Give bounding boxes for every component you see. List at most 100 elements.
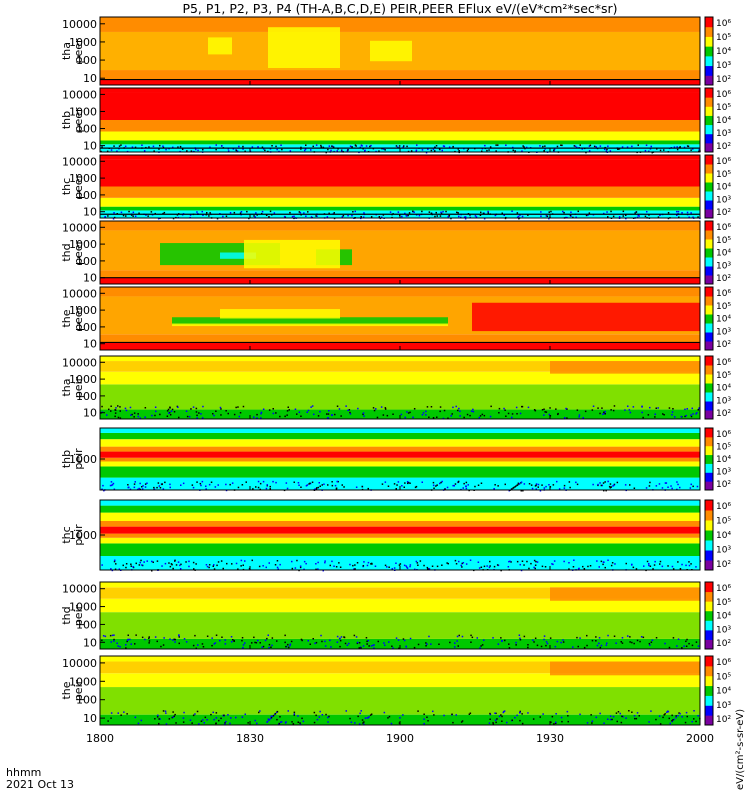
- noise-pixel: [493, 488, 495, 490]
- noise-pixel: [600, 484, 603, 487]
- noise-pixel: [176, 405, 179, 408]
- noise-pixel: [354, 210, 356, 213]
- noise-pixel: [535, 484, 537, 487]
- colorbar-tick-label: 10⁵: [716, 103, 731, 113]
- noise-pixel: [313, 711, 316, 714]
- noise-pixel: [342, 215, 345, 217]
- noise-pixel: [354, 568, 356, 570]
- energy-band: [100, 356, 700, 362]
- noise-pixel: [169, 638, 171, 640]
- noise-pixel: [572, 216, 574, 219]
- noise-pixel: [551, 715, 554, 718]
- noise-pixel: [336, 641, 339, 643]
- noise-pixel: [141, 564, 143, 566]
- colorbar-segment: [705, 17, 713, 28]
- noise-pixel: [663, 714, 665, 716]
- colorbar-segment: [705, 445, 713, 456]
- energy-band: [100, 120, 700, 132]
- noise-pixel: [161, 483, 163, 485]
- colorbar-tick-label: 10²: [716, 75, 731, 85]
- noise-pixel: [361, 485, 363, 488]
- noise-pixel: [610, 409, 612, 411]
- noise-pixel: [236, 150, 239, 152]
- noise-pixel: [598, 566, 600, 568]
- noise-pixel: [515, 485, 517, 487]
- noise-pixel: [280, 144, 282, 146]
- noise-pixel: [254, 719, 256, 722]
- noise-pixel: [196, 710, 199, 713]
- noise-pixel: [427, 148, 429, 150]
- noise-pixel: [209, 212, 211, 214]
- noise-pixel: [642, 636, 645, 639]
- noise-pixel: [174, 638, 176, 641]
- noise-pixel: [691, 407, 693, 410]
- noise-pixel: [448, 214, 451, 217]
- noise-pixel: [657, 216, 660, 218]
- noise-pixel: [169, 406, 171, 408]
- energy-band: [100, 155, 700, 160]
- noise-pixel: [625, 562, 627, 565]
- noise-pixel: [574, 145, 577, 148]
- noise-pixel: [132, 211, 135, 214]
- colorbar-tick-label: 10²: [716, 639, 731, 649]
- noise-pixel: [676, 210, 678, 213]
- noise-pixel: [483, 565, 486, 568]
- noise-pixel: [667, 212, 670, 214]
- noise-pixel: [415, 485, 418, 488]
- noise-pixel: [378, 150, 380, 152]
- noise-pixel: [439, 410, 441, 413]
- noise-pixel: [458, 150, 460, 152]
- noise-pixel: [578, 567, 580, 570]
- noise-pixel: [174, 641, 176, 643]
- noise-pixel: [556, 480, 558, 483]
- noise-pixel: [253, 416, 255, 418]
- energy-band: [100, 428, 700, 433]
- noise-pixel: [347, 214, 349, 217]
- noise-pixel: [218, 719, 220, 722]
- noise-pixel: [271, 145, 273, 147]
- noise-pixel: [209, 146, 211, 148]
- noise-pixel: [177, 146, 179, 148]
- noise-pixel: [474, 215, 477, 217]
- noise-pixel: [663, 149, 665, 151]
- noise-pixel: [426, 406, 429, 408]
- noise-pixel: [291, 721, 293, 723]
- noise-pixel: [690, 212, 692, 214]
- noise-pixel: [347, 149, 349, 151]
- noise-pixel: [224, 639, 226, 641]
- noise-pixel: [380, 216, 383, 218]
- noise-pixel: [345, 710, 347, 712]
- y-tick-label: 10: [83, 636, 97, 649]
- noise-pixel: [334, 484, 337, 487]
- colorbar-frame: [704, 87, 714, 153]
- noise-pixel: [576, 146, 578, 149]
- noise-pixel: [426, 643, 428, 645]
- energy-band: [100, 451, 700, 458]
- panel-ylabel: peer: [72, 107, 85, 133]
- noise-pixel: [205, 564, 208, 566]
- noise-pixel: [195, 407, 198, 410]
- noise-pixel: [237, 568, 239, 570]
- noise-pixel: [112, 482, 115, 485]
- noise-pixel: [192, 561, 195, 564]
- noise-pixel: [130, 414, 132, 416]
- noise-pixel: [225, 483, 227, 486]
- noise-pixel: [460, 216, 462, 219]
- noise-pixel: [679, 146, 681, 148]
- noise-pixel: [305, 562, 307, 565]
- noise-pixel: [641, 411, 643, 414]
- noise-pixel: [576, 409, 579, 411]
- noise-pixel: [698, 407, 700, 410]
- y-tick-label: 1000: [69, 304, 97, 317]
- noise-pixel: [655, 407, 657, 409]
- colorbar-segment: [705, 191, 713, 201]
- noise-pixel: [328, 410, 330, 412]
- noise-pixel: [212, 565, 214, 567]
- noise-pixel: [227, 148, 230, 150]
- noise-pixel: [516, 560, 519, 563]
- noise-pixel: [592, 483, 594, 486]
- noise-pixel: [545, 644, 547, 647]
- noise-pixel: [671, 565, 674, 568]
